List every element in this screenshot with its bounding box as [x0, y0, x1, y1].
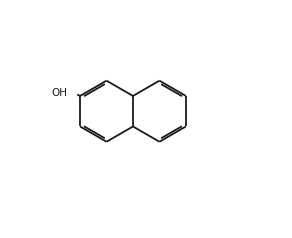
Text: OH: OH — [51, 88, 67, 98]
